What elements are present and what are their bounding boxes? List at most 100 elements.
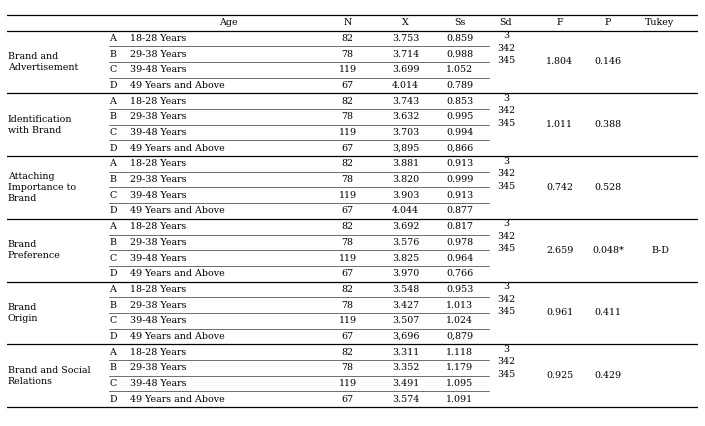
Text: Attaching
Importance to
Brand: Attaching Importance to Brand bbox=[8, 172, 76, 203]
Text: 4.014: 4.014 bbox=[392, 81, 419, 90]
Text: 3.699: 3.699 bbox=[392, 65, 419, 74]
Text: X: X bbox=[403, 18, 409, 27]
Text: 119: 119 bbox=[338, 379, 357, 388]
Text: 0.766: 0.766 bbox=[446, 269, 473, 278]
Text: 67: 67 bbox=[342, 395, 354, 404]
Text: B: B bbox=[109, 175, 116, 184]
Text: 0.789: 0.789 bbox=[446, 81, 473, 90]
Text: Ss: Ss bbox=[454, 18, 465, 27]
Text: 2.659: 2.659 bbox=[546, 246, 573, 255]
Text: 29-38 Years: 29-38 Years bbox=[130, 301, 187, 310]
Text: 49 Years and Above: 49 Years and Above bbox=[130, 207, 225, 216]
Text: 0.913: 0.913 bbox=[446, 191, 473, 200]
Text: 1.024: 1.024 bbox=[446, 317, 473, 325]
Text: P: P bbox=[605, 18, 611, 27]
Text: 29-38 Years: 29-38 Years bbox=[130, 238, 187, 247]
Text: 0.999: 0.999 bbox=[446, 175, 473, 184]
Text: 3.632: 3.632 bbox=[392, 112, 419, 121]
Text: 1.118: 1.118 bbox=[446, 348, 473, 357]
Text: 3
342
345: 3 342 345 bbox=[497, 157, 515, 191]
Text: A: A bbox=[109, 34, 116, 43]
Text: 49 Years and Above: 49 Years and Above bbox=[130, 332, 225, 341]
Text: 18-28 Years: 18-28 Years bbox=[130, 34, 186, 43]
Text: 0.994: 0.994 bbox=[446, 128, 473, 137]
Text: C: C bbox=[109, 317, 116, 325]
Text: 119: 119 bbox=[338, 191, 357, 200]
Text: 4.044: 4.044 bbox=[392, 207, 419, 216]
Text: A: A bbox=[109, 159, 116, 168]
Text: B: B bbox=[109, 238, 116, 247]
Text: 3.576: 3.576 bbox=[392, 238, 419, 247]
Text: 0.961: 0.961 bbox=[546, 308, 573, 317]
Text: 49 Years and Above: 49 Years and Above bbox=[130, 395, 225, 404]
Text: 3.427: 3.427 bbox=[392, 301, 419, 310]
Text: N: N bbox=[343, 18, 352, 27]
Text: C: C bbox=[109, 65, 116, 74]
Text: 39-48 Years: 39-48 Years bbox=[130, 65, 187, 74]
Text: 39-48 Years: 39-48 Years bbox=[130, 379, 187, 388]
Text: 3
342
345: 3 342 345 bbox=[497, 94, 515, 128]
Text: 3.311: 3.311 bbox=[392, 348, 419, 357]
Text: 1.052: 1.052 bbox=[446, 65, 473, 74]
Text: 1.095: 1.095 bbox=[446, 379, 473, 388]
Text: 1.013: 1.013 bbox=[446, 301, 473, 310]
Text: Sd: Sd bbox=[500, 18, 513, 27]
Text: B: B bbox=[109, 112, 116, 121]
Text: 0.913: 0.913 bbox=[446, 159, 473, 168]
Text: 49 Years and Above: 49 Years and Above bbox=[130, 269, 225, 278]
Text: 49 Years and Above: 49 Years and Above bbox=[130, 81, 225, 90]
Text: 0.048*: 0.048* bbox=[592, 246, 624, 255]
Text: C: C bbox=[109, 253, 116, 262]
Text: 3
342
345: 3 342 345 bbox=[497, 31, 515, 65]
Text: 3.703: 3.703 bbox=[392, 128, 419, 137]
Text: 78: 78 bbox=[342, 112, 354, 121]
Text: 119: 119 bbox=[338, 253, 357, 262]
Text: 0,866: 0,866 bbox=[446, 144, 473, 153]
Text: 1.179: 1.179 bbox=[446, 363, 473, 372]
Text: 0.925: 0.925 bbox=[546, 371, 573, 380]
Text: 0.988: 0.988 bbox=[446, 49, 473, 59]
Text: 82: 82 bbox=[342, 159, 354, 168]
Text: C: C bbox=[109, 191, 116, 200]
Text: B: B bbox=[109, 363, 116, 372]
Text: 0.964: 0.964 bbox=[446, 253, 473, 262]
Text: 3.491: 3.491 bbox=[392, 379, 419, 388]
Text: 0.388: 0.388 bbox=[594, 120, 622, 129]
Text: 18-28 Years: 18-28 Years bbox=[130, 285, 186, 294]
Text: 39-48 Years: 39-48 Years bbox=[130, 191, 187, 200]
Text: Tukey: Tukey bbox=[645, 18, 675, 27]
Text: C: C bbox=[109, 379, 116, 388]
Text: 78: 78 bbox=[342, 238, 354, 247]
Text: 0.429: 0.429 bbox=[594, 371, 622, 380]
Text: 29-38 Years: 29-38 Years bbox=[130, 175, 187, 184]
Text: 18-28 Years: 18-28 Years bbox=[130, 348, 186, 357]
Text: 3.820: 3.820 bbox=[392, 175, 419, 184]
Text: 0.877: 0.877 bbox=[446, 207, 473, 216]
Text: 3.507: 3.507 bbox=[392, 317, 419, 325]
Text: 3.825: 3.825 bbox=[392, 253, 419, 262]
Text: D: D bbox=[109, 395, 117, 404]
Text: 29-38 Years: 29-38 Years bbox=[130, 49, 187, 59]
Text: Brand and
Advertisement: Brand and Advertisement bbox=[8, 52, 78, 72]
Text: A: A bbox=[109, 285, 116, 294]
Text: 3
342
345: 3 342 345 bbox=[497, 345, 515, 379]
Text: 3.970: 3.970 bbox=[392, 269, 419, 278]
Text: 67: 67 bbox=[342, 332, 354, 341]
Text: 49 Years and Above: 49 Years and Above bbox=[130, 144, 225, 153]
Text: F: F bbox=[556, 18, 563, 27]
Text: Identification
with Brand: Identification with Brand bbox=[8, 115, 72, 135]
Text: D: D bbox=[109, 207, 117, 216]
Text: 119: 119 bbox=[338, 128, 357, 137]
Text: C: C bbox=[109, 128, 116, 137]
Text: Age: Age bbox=[219, 18, 238, 27]
Text: D: D bbox=[109, 269, 117, 278]
Text: 3,895: 3,895 bbox=[392, 144, 419, 153]
Text: 78: 78 bbox=[342, 49, 354, 59]
Text: 78: 78 bbox=[342, 301, 354, 310]
Text: B: B bbox=[109, 301, 116, 310]
Text: B: B bbox=[109, 49, 116, 59]
Text: 78: 78 bbox=[342, 363, 354, 372]
Text: Brand and Social
Relations: Brand and Social Relations bbox=[8, 366, 90, 386]
Text: D: D bbox=[109, 332, 117, 341]
Text: B-D: B-D bbox=[651, 246, 669, 255]
